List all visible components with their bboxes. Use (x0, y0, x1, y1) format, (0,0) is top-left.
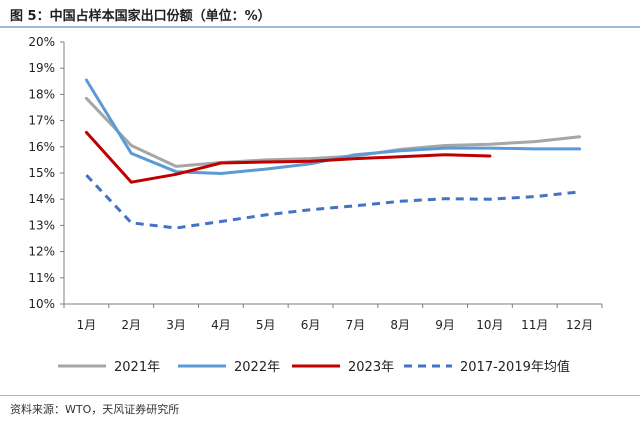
y-tick-label: 19% (28, 61, 55, 75)
y-tick-label: 10% (28, 297, 55, 311)
x-tick-label: 11月 (521, 318, 548, 332)
y-tick-label: 18% (28, 87, 55, 101)
legend-label: 2023年 (348, 360, 394, 375)
chart-legend: 2021年 2022年 2023年 2017-2019年均值 (58, 359, 570, 375)
x-tick-label: 10月 (476, 318, 503, 332)
x-tick-label: 2月 (121, 318, 141, 332)
title-bar (0, 0, 640, 28)
footer-divider (0, 395, 640, 396)
y-tick-label: 13% (28, 218, 55, 232)
y-tick-label: 17% (28, 114, 55, 128)
x-tick-label: 3月 (166, 318, 186, 332)
x-tick-label: 8月 (390, 318, 410, 332)
x-tick-label: 6月 (301, 318, 321, 332)
series-line (84, 96, 582, 168)
x-tick-label: 12月 (566, 318, 593, 332)
x-tick-label: 7月 (346, 318, 366, 332)
x-tick-label: 5月 (256, 318, 276, 332)
y-tick-label: 15% (28, 166, 55, 180)
y-tick-label: 11% (28, 271, 55, 285)
series-line (85, 174, 580, 230)
chart-axes: 10% 11% 12% 13% 14% 15% 16% 17% 18% 19% 20% 1月 2月 3月 4… (28, 35, 603, 332)
series-line (84, 130, 492, 184)
y-tick-label: 16% (28, 140, 55, 154)
chart-lines (84, 78, 582, 230)
y-tick-label: 14% (28, 192, 55, 206)
source-note: 资料来源：WTO，天风证券研究所 (10, 403, 180, 416)
x-tick-label: 9月 (435, 318, 455, 332)
legend-label: 2017-2019年均值 (460, 359, 570, 375)
legend-label: 2021年 (114, 360, 160, 375)
figure-title: 图 5：中国占样本国家出口份额（单位：%） (10, 9, 271, 24)
x-tick-label: 4月 (211, 318, 231, 332)
x-tick-label: 1月 (77, 318, 97, 332)
y-tick-label: 12% (28, 245, 55, 259)
line-chart: 10% 11% 12% 13% 14% 15% 16% 17% 18% 19% 20% 1月 2月 3月 4… (28, 35, 603, 375)
y-tick-label: 20% (28, 35, 55, 49)
legend-label: 2022年 (234, 360, 280, 375)
